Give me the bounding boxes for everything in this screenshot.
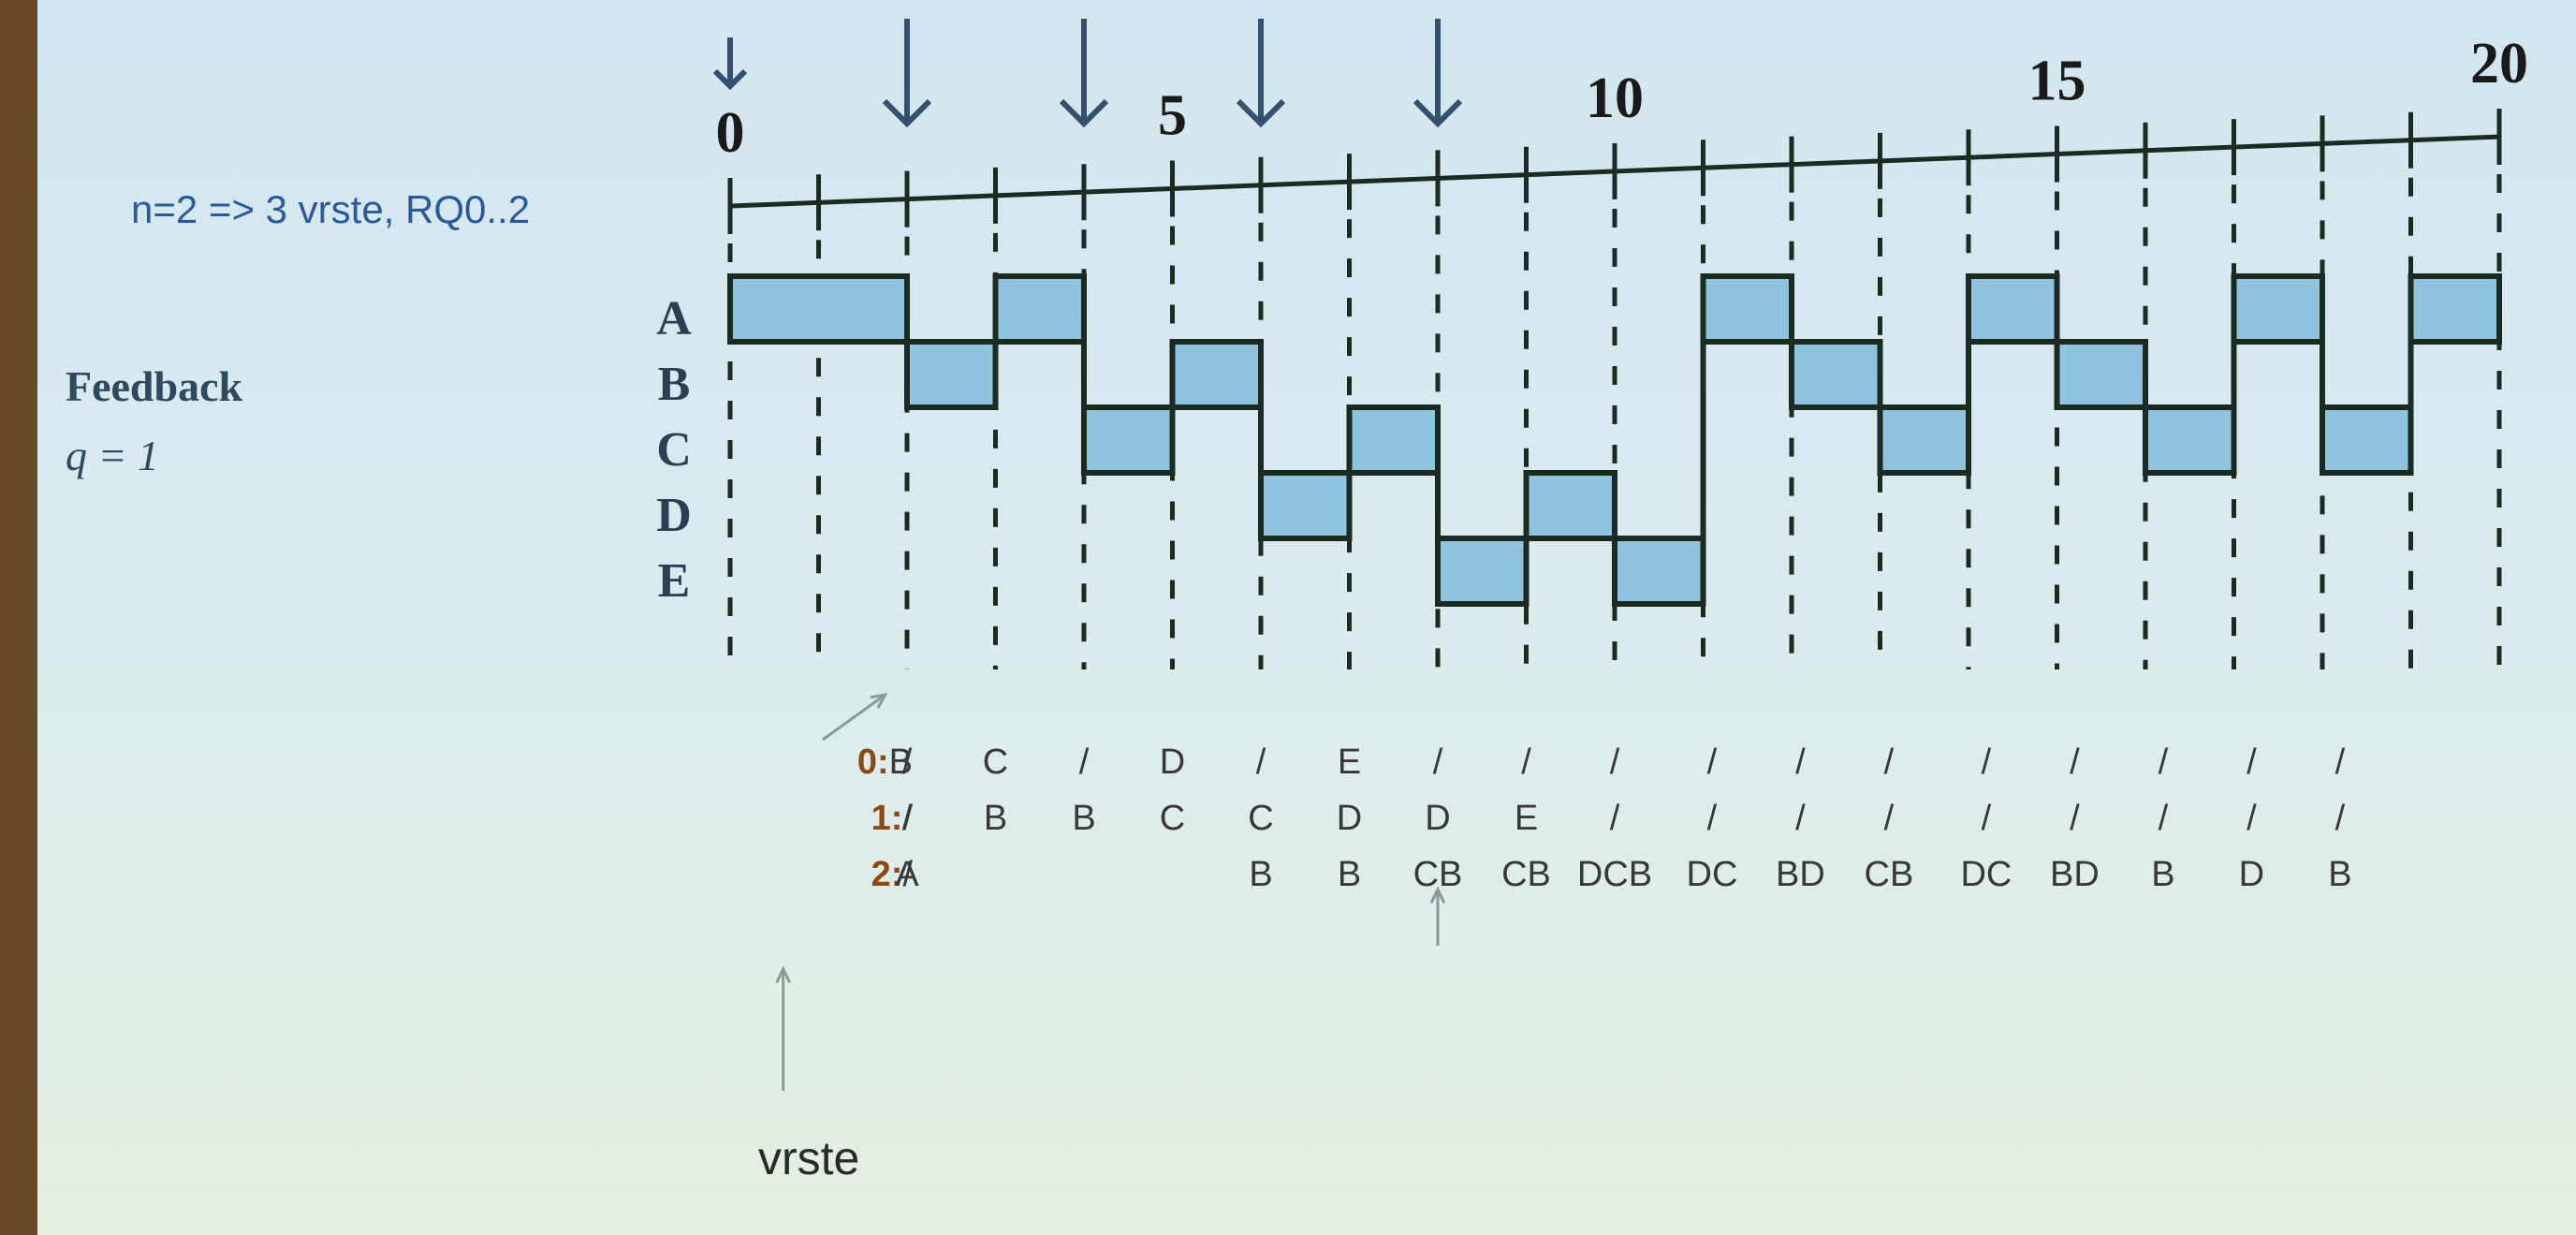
queue-cell: / [1884,799,1895,838]
queue-cell: C [1248,799,1273,838]
queue-cell: D [2239,855,2264,894]
queue-cell: BD [2050,855,2100,894]
queue-cell: B [2151,855,2174,894]
algorithm-param: q = 1 [66,432,160,479]
schedule-bar [1081,404,1176,476]
queue-cell: / [2159,799,2169,838]
queue-cell: / [1610,742,1620,782]
schedule-bar [727,273,910,345]
schedule-bar [2143,404,2237,476]
process-label-b: B [658,358,691,411]
queue-cell: / [902,742,913,782]
schedule-bar [1258,470,1353,541]
arrival-arrow-head [712,68,748,91]
schedule-bar [2408,273,2502,345]
schedule-bar [1346,404,1441,476]
annotation-label: vrste [758,1132,860,1184]
queue-cell: CB [1865,855,1914,894]
queue-cell: C [1160,799,1185,838]
queue-cell: B [1249,855,1272,894]
queue-cell: B [1072,799,1095,838]
queue-cell: / [2159,742,2169,782]
schedule-bar [2320,404,2414,476]
schedule-bar [1523,470,1617,541]
queue-cell: 2:/ [871,855,914,894]
queue-cell: DC [1687,855,1738,894]
schedule-bar [1435,536,1530,607]
axis-tick-label: 0 [716,101,745,165]
axis-tick-label: 10 [1586,66,1644,130]
arrival-arrow-head [1059,98,1109,128]
queue-cell: E [1338,742,1361,782]
axis-tick-label: 20 [2470,32,2528,96]
schedule-bar [2231,273,2325,345]
queue-cell: / [1795,799,1806,838]
axis-tick-label: 5 [1158,84,1187,148]
note-arrow [822,693,886,742]
queue-cell: / [2335,799,2346,838]
queue-cell: DCB [1577,855,1652,894]
process-label-e: E [658,554,691,608]
schedule-bar [992,273,1087,345]
queue-cell: CB [1501,855,1551,894]
queue-cell: / [1707,799,1718,838]
queue-cell: B [1338,855,1361,894]
queue-cell: / [2070,799,2080,838]
schedule-bar [1966,273,2060,345]
queue-cell: / [2335,742,2346,782]
queue-cell: / [902,799,913,838]
schedule-bar [1612,536,1706,607]
schedule-bar [2054,339,2148,410]
queue-cell: / [1079,742,1090,782]
queue-cell: D [1337,799,1362,838]
queue-cell: B [2328,855,2351,894]
queue-cell: D [1160,742,1185,782]
process-label-d: D [656,489,692,542]
schedule-bar [1700,273,1794,345]
schedule-bar [1789,339,1883,410]
queue-cell: / [1982,742,1992,782]
queue-cell: / [1884,742,1895,782]
queue-cell: / [1707,742,1718,782]
queue-cell: E [1515,799,1538,838]
queue-cell: C [983,742,1008,782]
schedule-bar [1877,404,1971,476]
note-arrow-head [870,692,888,709]
queue-cell: / [1795,742,1806,782]
slide-title: n=2 => 3 vrste, RQ0..2 [131,187,531,231]
note-arrow-head [1429,886,1446,904]
arrival-arrow-head [1236,98,1286,128]
queue-cell: A [895,855,919,894]
schedule-bar [904,339,999,410]
arrival-arrow-head [882,98,932,128]
queue-cell: / [2070,742,2080,782]
queue-cell: / [1521,742,1531,782]
queue-cell: 1:/ [871,799,914,838]
process-label-c: C [656,423,692,477]
queue-cell: DC [1960,855,2012,894]
axis-tick-label: 15 [2028,50,2086,113]
schedule-bar [1169,339,1264,410]
arrival-arrow-head [1412,98,1463,128]
queue-cell: B [984,799,1007,838]
queue-cell: / [1256,742,1266,782]
queue-cell: BD [1776,855,1825,894]
queue-cell: / [2247,799,2257,838]
queue-cell: / [2247,742,2257,782]
process-label-a: A [656,292,692,346]
queue-cell: / [1433,742,1443,782]
queue-cell: / [1610,799,1620,838]
algorithm-name: Feedback [66,362,243,410]
queue-cell: 0:B [857,742,913,782]
note-arrow-head [775,965,792,984]
queue-cell: D [1425,799,1450,838]
slide-screen: n=2 => 3 vrste, RQ0..2 Feedback q = 1 vr… [37,0,2576,1235]
queue-cell: / [1982,799,1992,838]
